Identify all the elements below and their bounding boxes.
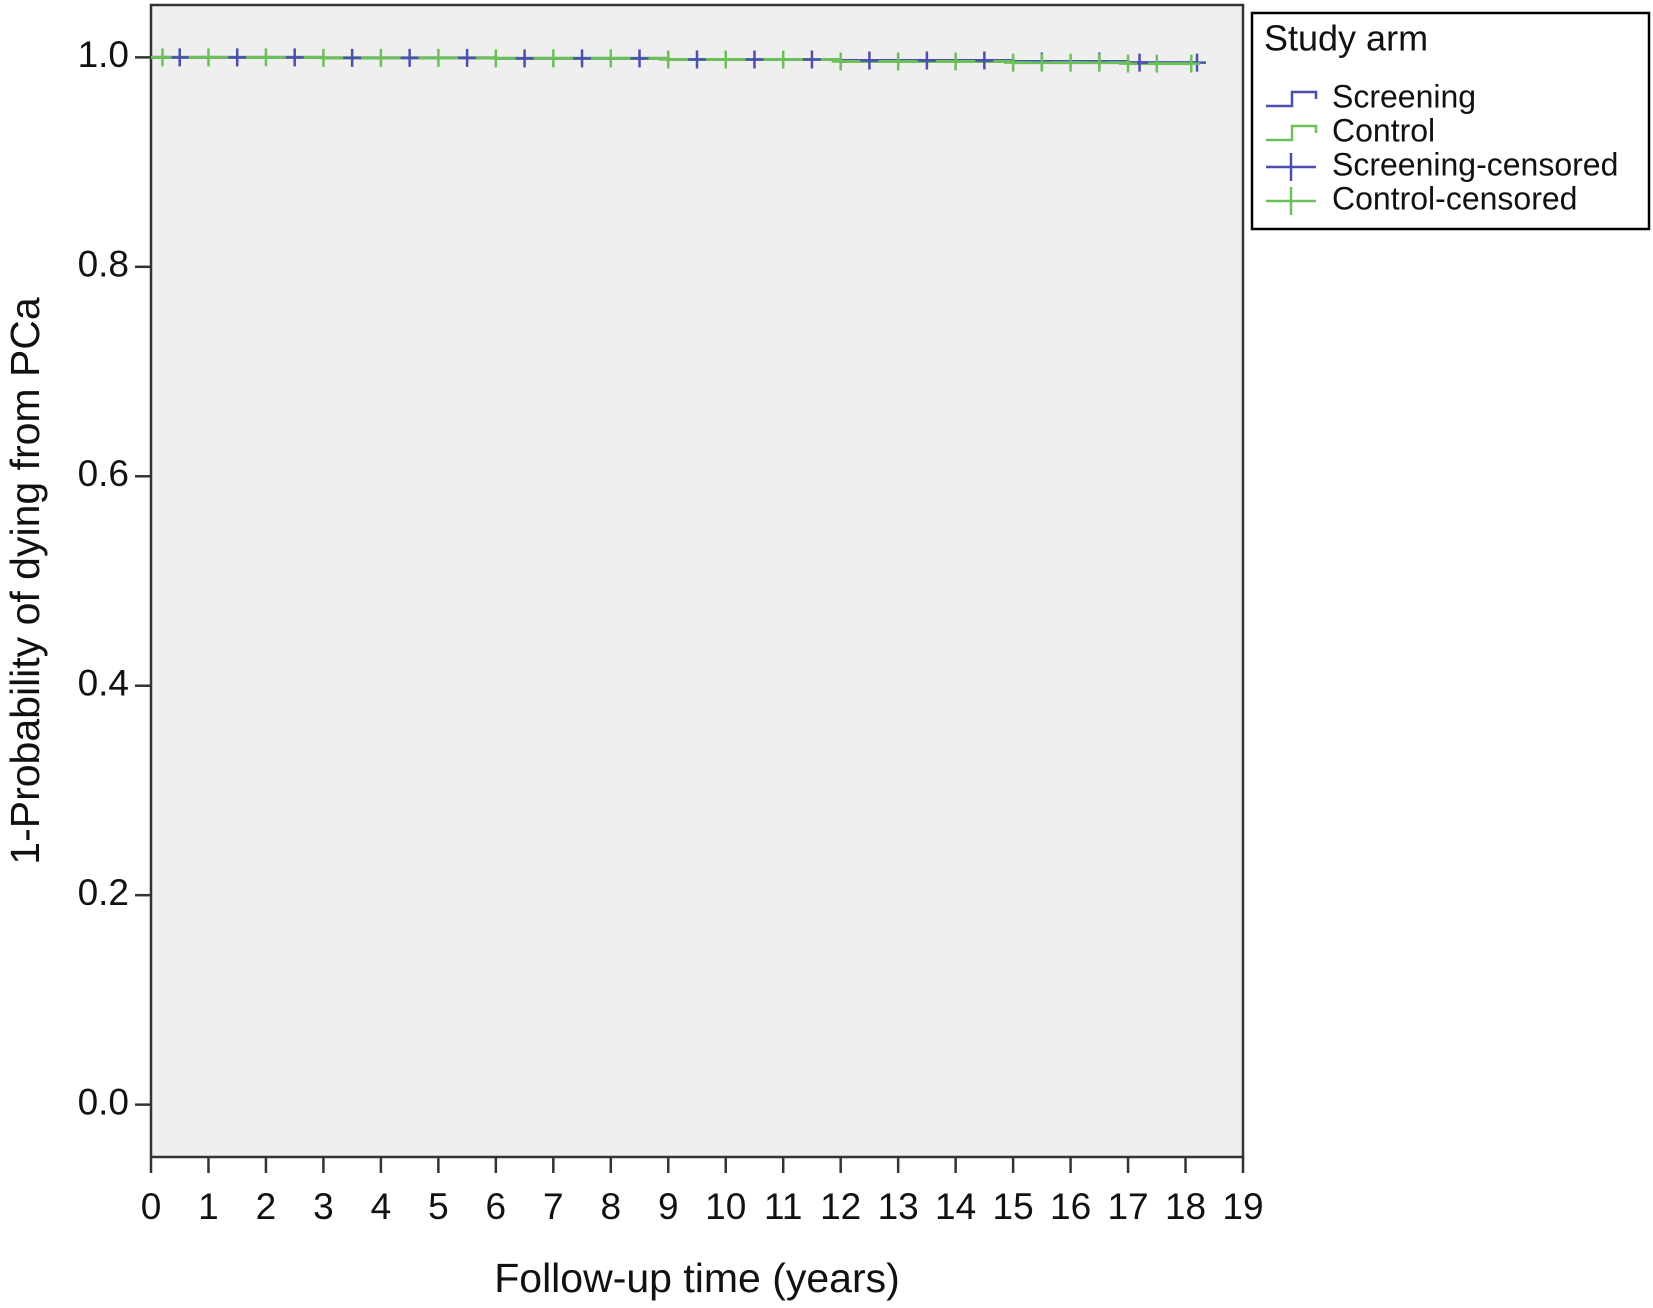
x-tick-label: 8 <box>601 1186 622 1227</box>
y-tick-label: 0.0 <box>78 1081 129 1122</box>
censor-mark <box>716 50 735 69</box>
censor-mark <box>1182 54 1201 73</box>
legend-title: Study arm <box>1264 18 1428 59</box>
legend-label: Screening-censored <box>1332 146 1618 182</box>
censor-mark <box>917 51 936 70</box>
censor-mark <box>802 50 821 69</box>
censor-mark <box>659 50 678 69</box>
censor-mark <box>371 48 390 67</box>
censor-mark <box>170 48 189 67</box>
x-tick-label: 12 <box>820 1186 861 1227</box>
censor-mark <box>573 49 592 68</box>
censor-mark <box>153 48 172 67</box>
x-tick-label: 11 <box>764 1186 802 1227</box>
legend-icon <box>1266 187 1316 215</box>
plot-frame <box>149 3 1245 1159</box>
x-tick-label: 10 <box>705 1186 746 1227</box>
censor-mark <box>256 48 275 67</box>
x-tick-label: 2 <box>256 1186 277 1227</box>
x-tick-label: 14 <box>935 1186 976 1227</box>
censor-mark <box>1004 53 1023 72</box>
legend-label: Screening <box>1332 78 1476 114</box>
censor-mark <box>285 48 304 67</box>
x-axis-title: Follow-up time (years) <box>494 1255 900 1301</box>
censor-mark <box>889 52 908 71</box>
x-tick-label: 1 <box>198 1186 219 1227</box>
y-tick-label: 0.2 <box>78 872 129 913</box>
censor-mark <box>860 51 879 70</box>
y-tick-label: 1.0 <box>78 34 129 75</box>
censor-mark <box>688 50 706 69</box>
y-tick-label: 0.6 <box>78 453 129 494</box>
censor-mark <box>429 48 448 67</box>
legend-icon <box>1266 153 1316 181</box>
legend-label: Control <box>1332 112 1435 148</box>
censor-mark <box>343 48 362 67</box>
x-tick-label: 4 <box>371 1186 392 1227</box>
x-tick-label: 19 <box>1222 1186 1263 1227</box>
censor-mark <box>458 48 477 67</box>
x-tick-label: 9 <box>658 1186 679 1227</box>
y-tick-label: 0.4 <box>78 663 129 704</box>
x-tick-label: 18 <box>1165 1186 1206 1227</box>
censor-mark <box>515 49 534 68</box>
censor-mark <box>630 49 649 68</box>
censor-mark <box>831 52 850 71</box>
censor-mark <box>745 50 764 69</box>
censor-mark <box>400 48 419 67</box>
x-tick-label: 6 <box>486 1186 507 1227</box>
legend-label: Control-censored <box>1332 180 1577 216</box>
y-axis-title: 1-Probability of dying from PCa <box>2 297 48 865</box>
legend-icon <box>1266 124 1318 142</box>
censor-mark <box>1061 53 1080 72</box>
censor-mark <box>544 49 563 68</box>
plot-background <box>151 5 1243 1157</box>
x-tick-label: 17 <box>1107 1186 1148 1227</box>
censor-mark <box>314 48 333 67</box>
x-tick-label: 7 <box>543 1186 564 1227</box>
x-tick-label: 0 <box>141 1186 162 1227</box>
censor-mark <box>946 52 965 71</box>
x-tick-label: 15 <box>993 1186 1034 1227</box>
censor-mark <box>601 49 620 68</box>
censor-mark <box>1032 53 1051 72</box>
censor-mark <box>1119 54 1138 73</box>
y-tick-label: 0.8 <box>78 244 129 285</box>
x-tick-label: 5 <box>428 1186 449 1227</box>
x-tick-label: 13 <box>878 1186 919 1227</box>
legend-box <box>1250 11 1651 231</box>
legend-icon <box>1266 90 1318 108</box>
censor-mark <box>774 50 793 69</box>
censor-mark <box>1147 54 1166 73</box>
censor-mark <box>199 48 218 67</box>
censor-mark <box>1090 53 1109 72</box>
x-tick-label: 3 <box>313 1186 334 1227</box>
censor-mark <box>975 51 994 70</box>
censor-mark <box>486 49 505 68</box>
censor-mark <box>228 48 247 67</box>
x-tick-label: 16 <box>1050 1186 1091 1227</box>
